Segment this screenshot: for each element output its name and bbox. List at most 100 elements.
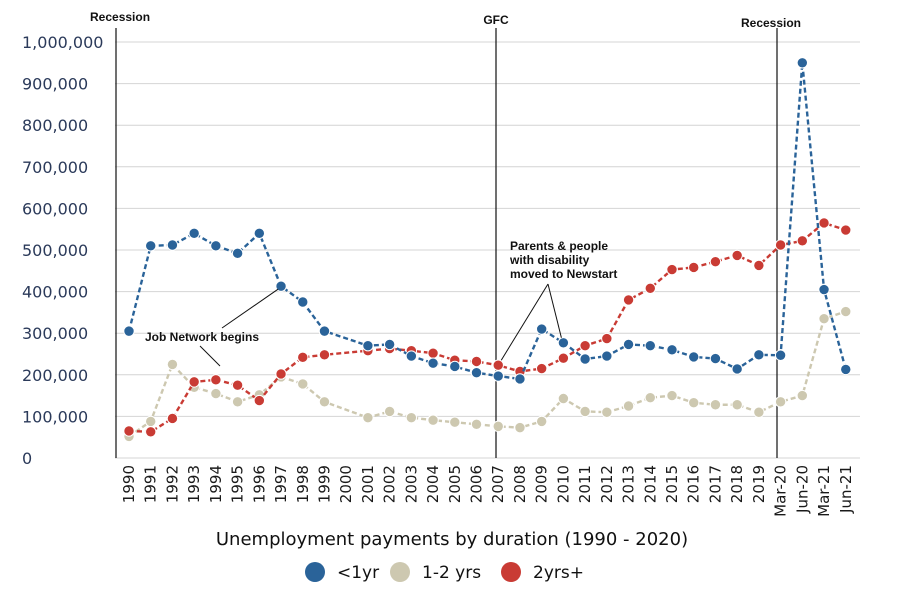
data-point [253,227,266,240]
data-point [470,367,483,379]
chart-title: Unemployment payments by duration (1990 … [216,529,688,550]
data-point [644,339,656,352]
data-point [145,415,157,428]
x-tick-label: 2015 [663,465,681,503]
data-point [774,396,787,408]
data-point [166,412,179,425]
data-point [796,235,809,247]
data-point [210,387,222,400]
data-point [188,376,200,388]
x-tick-label: Jun-21 [837,465,855,514]
data-point [774,239,787,251]
x-tick-label: 2003 [402,465,420,503]
annotation-label: moved to Newstart [510,267,617,281]
data-point [166,358,179,371]
annotation-pointer [221,288,279,329]
x-tick-label: 2000 [337,465,355,503]
series-line-1-2yrs [128,310,847,438]
data-point [405,350,418,362]
data-point [666,344,678,356]
data-point [557,392,570,405]
event-lines: Recession GFC Recession [90,10,801,458]
data-point [818,217,830,229]
x-tick-label: 2018 [728,465,746,503]
data-point [492,420,504,433]
annotation-label: with disability [509,253,590,267]
data-point [666,389,678,402]
y-tick-label: 400,000 [22,283,88,302]
x-tick-label: 1995 [229,465,247,503]
x-tick-label: 2013 [620,465,638,503]
series-lines [123,57,852,443]
data-point [535,323,548,335]
data-point [210,374,222,386]
y-tick-label: 700,000 [22,158,88,177]
annotation-label: Parents & people [510,239,608,253]
data-point [601,406,613,418]
data-point [427,414,439,426]
data-point [840,224,852,236]
x-tick-label: 2017 [706,465,724,503]
x-tick-label: 2004 [424,465,442,503]
x-tick-label: 2009 [533,465,551,503]
data-point [405,411,418,424]
x-tick-label: Jun-20 [793,465,811,514]
data-point [774,349,787,361]
data-point [579,405,591,418]
data-point [709,352,722,365]
y-tick-label: 100,000 [22,407,88,426]
data-point [644,391,656,404]
data-point [601,350,613,362]
legend-marker [390,562,410,582]
y-tick-label: 1,000,000 [22,33,103,52]
data-point [318,349,331,361]
x-tick-label: 1992 [163,465,181,503]
x-tick-label: 2010 [554,465,572,503]
data-point [796,389,809,402]
data-point [753,259,765,272]
x-tick-label: 1999 [315,465,333,503]
data-point [145,240,157,252]
x-axis: 1990 1991 1992 1993 1994 1995 1996 1997 1998 1999… [120,465,855,517]
x-tick-label: 1998 [294,465,312,503]
data-point [666,263,678,276]
data-point [840,305,852,318]
data-point [622,338,635,351]
x-tick-label: 1991 [142,465,160,503]
annotation-pointer [500,283,549,361]
data-point [188,227,200,240]
data-point [579,353,591,365]
annotation-label: Job Network begins [145,330,259,344]
x-tick-label: 2005 [446,465,464,503]
data-point [231,247,244,260]
data-point [535,362,548,375]
data-point [622,400,635,412]
data-point [514,421,526,434]
x-tick-label: 2006 [468,465,486,503]
legend-label: 1-2 yrs [422,563,481,583]
y-tick-label: 0 [22,449,32,468]
legend-marker [501,562,521,582]
data-point [840,363,852,376]
legend-label: 2yrs+ [533,563,584,583]
y-tick-label: 200,000 [22,366,88,385]
data-point [166,239,179,251]
legend-label: <1yr [337,563,379,583]
y-tick-label: 800,000 [22,116,88,135]
x-tick-label: 1993 [185,465,203,503]
y-tick-label: 300,000 [22,324,88,343]
data-point [297,351,309,364]
data-point [362,339,374,352]
data-point [731,363,743,375]
data-point [492,370,504,382]
data-point [709,399,722,411]
data-point [731,399,743,411]
y-tick-label: 500,000 [22,241,88,260]
data-point [753,406,765,418]
data-point [601,332,613,345]
x-tick-label: 2002 [381,465,399,503]
x-tick-label: 1990 [120,465,138,503]
data-point [275,368,287,380]
data-point [709,255,722,268]
